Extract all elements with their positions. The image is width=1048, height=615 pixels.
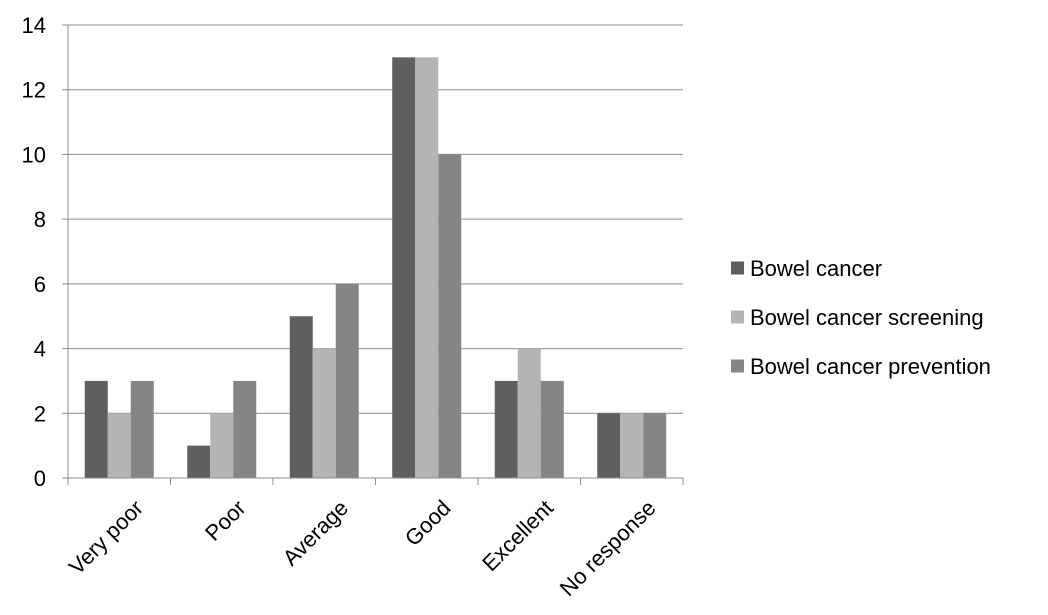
y-tick-label: 6 [34, 272, 46, 297]
x-category-label: Average [278, 495, 353, 570]
x-category-label: Excellent [477, 495, 558, 576]
bar [643, 413, 667, 478]
series-bowel-cancer-screening [107, 57, 644, 478]
bar [84, 380, 108, 478]
y-tick-label: 4 [34, 337, 46, 362]
bar [233, 380, 257, 478]
legend-entry: Bowel cancer screening [731, 305, 984, 330]
legend-label: Bowel cancer prevention [750, 354, 991, 379]
bar [210, 413, 234, 478]
bar [438, 154, 462, 478]
axes [62, 24, 684, 485]
bar [415, 57, 439, 478]
bar [187, 445, 211, 478]
bar [335, 283, 359, 478]
bar [620, 413, 644, 478]
x-category-label: No response [555, 495, 661, 601]
bar [130, 380, 154, 478]
legend-swatch [731, 359, 744, 373]
legend-swatch [731, 310, 744, 324]
legend-entry: Bowel cancer [731, 256, 882, 281]
bar [289, 316, 313, 478]
series-bowel-cancer [84, 57, 621, 478]
legend: Bowel cancer Bowel cancer screening Bowel … [731, 256, 991, 379]
bar [540, 380, 564, 478]
legend-label: Bowel cancer screening [750, 305, 984, 330]
legend-label: Bowel cancer [750, 256, 882, 281]
x-category-label: Good [400, 495, 456, 551]
bar [494, 380, 518, 478]
y-tick-label: 8 [34, 207, 46, 232]
bar [392, 57, 416, 478]
y-tick-label: 14 [22, 13, 46, 38]
x-category-label: Very poor [64, 495, 148, 579]
series-bowel-cancer-prevention [130, 154, 667, 478]
bars [84, 57, 667, 478]
bar [312, 348, 336, 478]
bar [107, 413, 131, 478]
legend-entry: Bowel cancer prevention [731, 354, 991, 379]
y-axis-tick-labels: 0 2 4 6 8 10 12 14 [22, 13, 46, 491]
bar [597, 413, 621, 478]
gridlines [68, 24, 683, 414]
x-category-label: Poor [200, 495, 251, 546]
y-tick-label: 12 [22, 78, 46, 103]
legend-swatch [731, 261, 744, 275]
bar [517, 348, 541, 478]
y-tick-label: 10 [22, 142, 46, 167]
y-tick-label: 2 [34, 401, 46, 426]
y-tick-label: 0 [34, 466, 46, 491]
